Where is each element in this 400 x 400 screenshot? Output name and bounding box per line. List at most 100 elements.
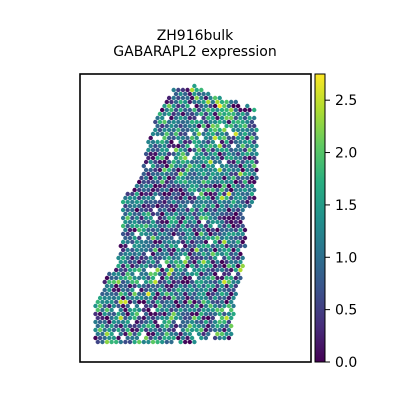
spot-point — [194, 183, 199, 189]
spot-point — [137, 259, 142, 265]
spot-point — [235, 135, 241, 141]
spot-point — [183, 179, 188, 185]
spot-point — [226, 239, 232, 245]
spot-point — [183, 163, 188, 169]
spot-point — [123, 315, 128, 321]
spot-point — [224, 267, 229, 273]
spot-point — [160, 331, 165, 337]
spot-point — [183, 99, 188, 105]
spot-point — [137, 251, 142, 257]
spot-point — [201, 331, 206, 337]
spot-point — [102, 279, 107, 285]
spot-point — [183, 155, 188, 161]
spot-point — [238, 195, 243, 201]
spot-point — [178, 235, 183, 241]
spot-point — [118, 323, 124, 329]
spot-point — [166, 175, 172, 181]
spot-point — [235, 223, 241, 229]
spot-point — [219, 99, 225, 105]
spot-point — [219, 115, 225, 121]
spot-point — [206, 307, 211, 313]
spot-point — [194, 319, 199, 325]
spot-point — [229, 275, 234, 281]
spot-point — [173, 203, 179, 209]
spot-point — [130, 199, 135, 205]
spot-point — [111, 295, 117, 301]
spot-point — [114, 299, 119, 305]
spot-point — [118, 307, 124, 313]
spot-point — [146, 291, 151, 297]
spot-point — [249, 135, 255, 141]
spot-point — [153, 303, 158, 309]
spot-point — [153, 151, 158, 157]
spot-point — [171, 87, 176, 93]
spot-point — [125, 271, 130, 277]
spot-point — [194, 127, 199, 133]
spot-point — [143, 231, 149, 237]
spot-point — [196, 283, 202, 289]
spot-point — [132, 251, 137, 257]
spot-point — [178, 339, 183, 345]
spatial-spots — [93, 83, 259, 345]
spot-point — [212, 247, 218, 253]
spot-point — [95, 315, 101, 321]
spot-point — [245, 183, 250, 189]
spot-point — [231, 311, 236, 317]
spot-point — [139, 327, 144, 333]
spot-point — [173, 179, 179, 185]
spot-point — [208, 111, 213, 117]
spot-point — [104, 323, 110, 329]
spot-point — [206, 291, 211, 297]
spot-point — [203, 151, 209, 157]
spot-point — [123, 259, 128, 265]
spot-point — [189, 335, 195, 341]
spot-point — [160, 203, 165, 209]
spot-point — [114, 275, 119, 281]
spot-point — [153, 287, 158, 293]
spot-point — [189, 263, 195, 269]
spot-point — [169, 283, 174, 289]
spot-point — [95, 307, 101, 313]
spot-point — [189, 271, 195, 277]
spot-point — [178, 315, 183, 321]
spot-point — [185, 111, 190, 117]
spot-point — [206, 315, 211, 321]
spot-point — [254, 175, 259, 181]
spot-point — [137, 283, 142, 289]
spot-point — [192, 219, 197, 225]
spot-point — [185, 199, 190, 205]
spot-point — [127, 323, 133, 329]
spot-point — [127, 339, 133, 345]
spot-point — [206, 267, 211, 273]
spot-point — [162, 135, 167, 141]
spot-point — [180, 327, 186, 333]
spot-point — [104, 275, 110, 281]
spot-point — [171, 103, 176, 109]
spot-point — [222, 175, 227, 181]
spot-point — [118, 299, 124, 305]
spot-point — [162, 295, 167, 301]
spot-point — [233, 211, 238, 217]
spot-point — [235, 119, 241, 125]
spot-point — [189, 127, 195, 133]
spot-point — [157, 159, 163, 165]
spot-point — [215, 283, 220, 289]
spot-point — [229, 315, 234, 321]
spot-point — [132, 307, 137, 313]
spot-point — [127, 331, 133, 337]
spot-point — [143, 175, 149, 181]
spot-point — [242, 123, 248, 129]
spot-point — [130, 239, 135, 245]
spot-point — [201, 115, 206, 121]
spot-point — [176, 199, 181, 205]
spot-point — [189, 279, 195, 285]
spot-point — [150, 235, 156, 241]
spot-point — [134, 207, 140, 213]
spot-point — [132, 323, 137, 329]
spot-point — [155, 339, 160, 345]
spot-point — [102, 287, 107, 293]
spot-point — [132, 283, 137, 289]
spot-point — [224, 291, 229, 297]
spot-point — [160, 139, 165, 145]
spot-point — [153, 127, 158, 133]
